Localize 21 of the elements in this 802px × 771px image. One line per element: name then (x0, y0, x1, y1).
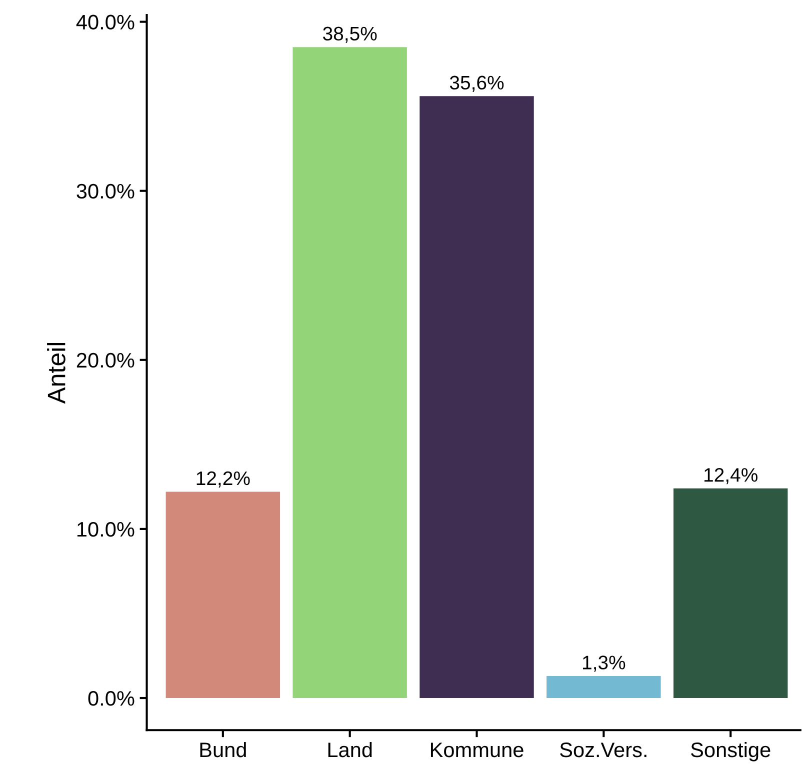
x-tick-label: Kommune (430, 742, 524, 758)
y-tick-label: 10.0% (77, 522, 134, 537)
data-label: 1,3% (582, 656, 626, 672)
data-label: 38,5% (323, 26, 377, 43)
y-axis-title: Anteil (47, 342, 66, 404)
y-tick-label: 20.0% (76, 352, 134, 368)
y-tick-label: 40.0% (76, 14, 134, 30)
bar (546, 676, 661, 698)
y-tick-label: 30.0% (76, 184, 134, 199)
bar (166, 492, 280, 698)
x-tick-label: Soz.Vers. (560, 742, 646, 758)
y-tick-label: 0.0% (88, 691, 134, 706)
data-label: 12,2% (196, 471, 250, 488)
data-label: 12,4% (704, 468, 758, 484)
x-tick-label: Land (328, 742, 372, 758)
bar (420, 96, 534, 698)
bar (292, 47, 407, 698)
x-tick-label: Sonstige (691, 742, 770, 762)
data-label: 35,6% (450, 76, 504, 92)
bar (673, 488, 788, 698)
x-tick-label: Bund (200, 742, 246, 758)
